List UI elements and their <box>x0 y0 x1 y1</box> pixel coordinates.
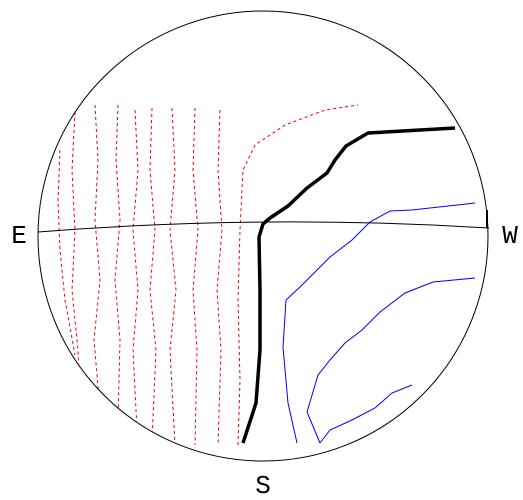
east-label: E <box>11 221 27 251</box>
contour <box>71 111 81 401</box>
contour <box>114 104 121 421</box>
west-label: W <box>502 221 518 251</box>
contour <box>57 149 76 356</box>
dashed-contours <box>57 104 359 446</box>
contour <box>192 107 199 446</box>
contour <box>237 104 359 446</box>
contour <box>93 104 101 411</box>
horizon-circle <box>37 10 489 462</box>
blue-contours <box>282 202 476 444</box>
contour <box>216 109 223 446</box>
sun-path <box>241 126 456 444</box>
contour <box>282 202 476 444</box>
south-label: S <box>255 471 271 500</box>
contour <box>149 107 157 441</box>
contour <box>306 277 476 444</box>
contour <box>169 107 177 446</box>
contour <box>319 384 413 444</box>
contour <box>132 109 139 431</box>
